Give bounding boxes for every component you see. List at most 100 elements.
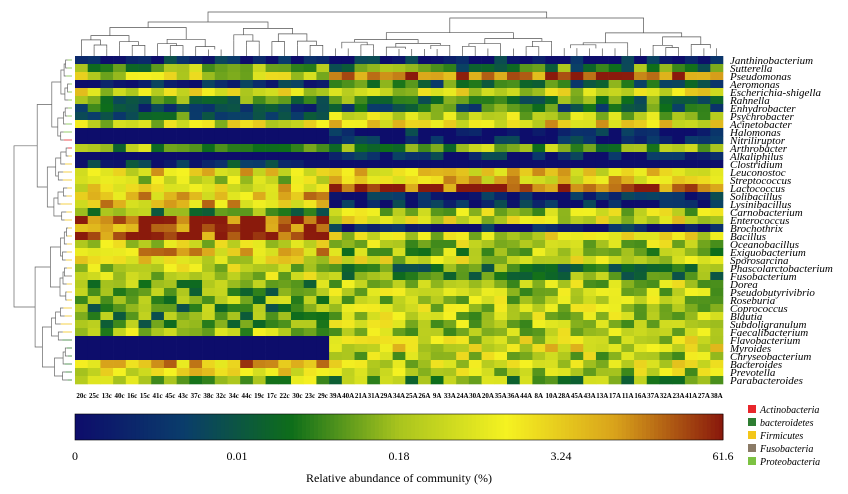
column-label: 32A: [660, 392, 672, 400]
heatmap-cell: [468, 168, 482, 177]
colorbar-segment: [524, 414, 530, 440]
heatmap-cell: [672, 200, 686, 209]
colorbar-segment: [204, 414, 210, 440]
heatmap-cell: [519, 272, 533, 281]
heatmap-cell: [151, 320, 165, 329]
heatmap-cell: [75, 264, 89, 273]
colorbar-segment: [196, 414, 202, 440]
heatmap-cell: [240, 312, 254, 321]
heatmap-cell: [418, 336, 432, 345]
heatmap-cell: [430, 136, 444, 145]
colorbar-segment: [411, 414, 416, 440]
heatmap-cell: [189, 88, 203, 97]
colorbar-segment: [111, 414, 116, 440]
heatmap-cell: [545, 232, 559, 241]
heatmap-cell: [379, 232, 393, 241]
heatmap-cell: [354, 208, 368, 217]
heatmap-cell: [138, 232, 152, 241]
heatmap-cell: [659, 192, 673, 201]
heatmap-cell: [684, 304, 698, 313]
heatmap-cell: [481, 272, 495, 281]
heatmap-cell: [443, 264, 457, 273]
colorbar-segment: [184, 414, 189, 440]
heatmap-cell: [443, 280, 457, 289]
row-label: Brochothrix: [730, 223, 783, 235]
dendrogram-branch: [662, 36, 702, 46]
heatmap-cell: [379, 304, 393, 313]
heatmap-cell: [710, 136, 724, 145]
heatmap-cell: [570, 272, 584, 281]
heatmap-cell: [113, 120, 127, 129]
heatmap-cell: [240, 96, 254, 105]
heatmap-cell: [595, 352, 609, 361]
heatmap-cell: [214, 232, 228, 241]
heatmap-cell: [583, 120, 597, 129]
heatmap-cell: [570, 240, 584, 249]
heatmap-cell: [354, 80, 368, 89]
heatmap-cell: [240, 152, 254, 161]
heatmap-cell: [100, 296, 114, 305]
column-label: 45A: [571, 392, 583, 400]
heatmap-cell: [519, 168, 533, 177]
heatmap-cell: [214, 304, 228, 313]
heatmap-cell: [252, 216, 266, 225]
heatmap-cell: [621, 144, 635, 153]
colorbar-segment: [366, 414, 372, 440]
heatmap-cell: [240, 336, 254, 345]
heatmap-cell: [113, 192, 127, 201]
heatmap-cell: [494, 320, 508, 329]
heatmap-cell: [151, 144, 165, 153]
column-label: 37c: [191, 392, 201, 400]
heatmap-cell: [291, 72, 305, 81]
heatmap-cell: [151, 312, 165, 321]
heatmap-cell: [341, 224, 355, 233]
heatmap-cell: [341, 88, 355, 97]
heatmap-cell: [100, 312, 114, 321]
heatmap-cell: [430, 208, 444, 217]
heatmap-cell: [240, 280, 254, 289]
colorbar-segment: [313, 414, 319, 440]
heatmap-cell: [176, 304, 190, 313]
heatmap-cell: [710, 176, 724, 185]
heatmap-cell: [379, 264, 393, 273]
heatmap-cell: [595, 192, 609, 201]
heatmap-cell: [227, 112, 241, 121]
heatmap-cell: [252, 256, 266, 265]
heatmap-cell: [125, 296, 139, 305]
heatmap-cell: [532, 232, 546, 241]
dendrogram-branch: [233, 34, 254, 42]
heatmap-cell: [163, 360, 177, 369]
heatmap-cell: [456, 184, 470, 193]
heatmap-cell: [113, 336, 127, 345]
heatmap-cell: [240, 184, 254, 193]
heatmap-cell: [252, 128, 266, 137]
heatmap-cell: [532, 256, 546, 265]
colorbar-segment: [164, 414, 169, 440]
heatmap-cell: [443, 360, 457, 369]
heatmap-cell: [672, 184, 686, 193]
heatmap-cell: [75, 144, 89, 153]
heatmap-cell: [672, 304, 686, 313]
heatmap-cell: [430, 128, 444, 137]
heatmap-cell: [494, 328, 508, 337]
colorbar-segment: [297, 414, 303, 440]
heatmap-cell: [697, 344, 711, 353]
heatmap-cell: [468, 288, 482, 297]
heatmap-cell: [507, 128, 521, 137]
heatmap-cell: [379, 120, 393, 129]
heatmap-cell: [125, 272, 139, 281]
heatmap-cell: [341, 248, 355, 257]
heatmap-cell: [494, 376, 508, 385]
heatmap-cell: [303, 328, 317, 337]
heatmap-cell: [202, 288, 216, 297]
heatmap-cell: [291, 280, 305, 289]
heatmap-cell: [557, 88, 571, 97]
heatmap-cell: [329, 344, 343, 353]
heatmap-cell: [316, 320, 330, 329]
heatmap-cell: [100, 152, 114, 161]
heatmap-cell: [252, 360, 266, 369]
heatmap-cell: [151, 336, 165, 345]
heatmap-cell: [456, 304, 470, 313]
heatmap-cell: [418, 128, 432, 137]
heatmap-cell: [608, 192, 622, 201]
